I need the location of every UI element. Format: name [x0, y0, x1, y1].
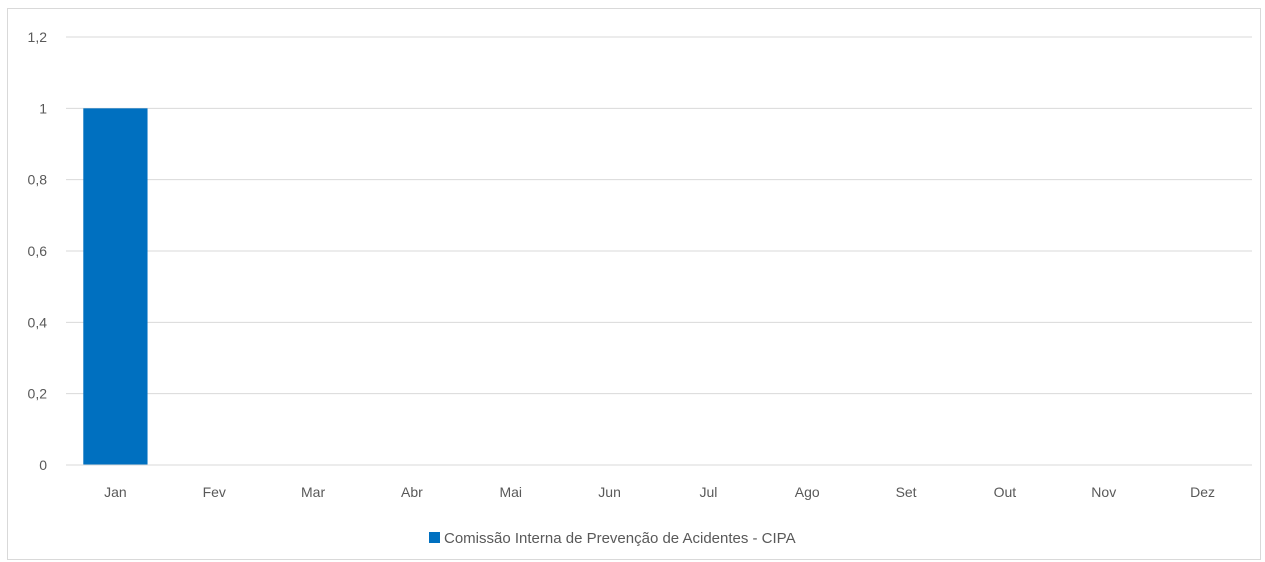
y-tick-label: 0,2 [28, 386, 48, 402]
y-tick-label: 1 [39, 100, 47, 116]
x-tick-label: Dez [1190, 484, 1215, 500]
x-tick-label: Jul [699, 484, 717, 500]
y-tick-label: 0 [39, 457, 47, 473]
x-tick-label: Jan [104, 484, 127, 500]
legend-label: Comissão Interna de Prevenção de Acident… [444, 530, 796, 547]
bars [83, 108, 148, 465]
y-tick-label: 0,6 [28, 243, 48, 259]
gridlines [66, 36, 1252, 395]
x-tick-label: Out [994, 484, 1017, 500]
x-tick-label: Jun [598, 484, 621, 500]
x-tick-label: Set [896, 484, 917, 500]
y-tick-label: 0,4 [28, 314, 48, 330]
y-tick-label: 1,2 [28, 29, 48, 45]
legend: Comissão Interna de Prevenção de Acident… [429, 530, 796, 547]
chart-area [7, 8, 1261, 560]
y-tick-label: 0,8 [28, 172, 48, 188]
x-tick-label: Mai [499, 484, 522, 500]
x-tick-label: Fev [203, 484, 226, 500]
x-tick-label: Mar [301, 484, 325, 500]
x-tick-label: Ago [795, 484, 820, 500]
legend-swatch [429, 532, 440, 543]
bar-jan [83, 108, 148, 465]
x-tick-label: Abr [401, 484, 423, 500]
y-axis-tick-labels: 0 0,2 0,4 0,6 0,8 1 1,2 [28, 29, 48, 473]
x-tick-label: Nov [1091, 484, 1116, 500]
x-axis-tick-labels: Jan Fev Mar Abr Mai Jun Jul Ago Set Out Nov Dez [104, 484, 1215, 500]
